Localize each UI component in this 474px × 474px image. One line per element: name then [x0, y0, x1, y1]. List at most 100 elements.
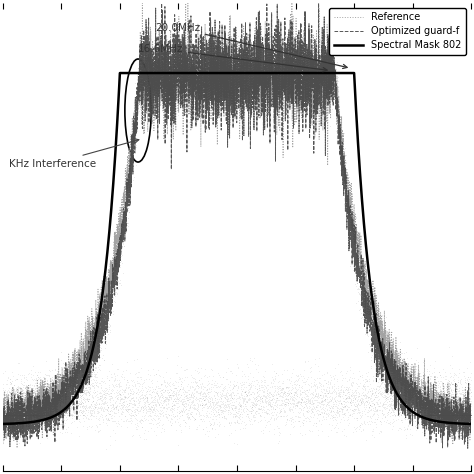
Point — [137, 89, 145, 97]
Point — [118, 373, 125, 380]
Point — [330, 400, 338, 408]
Point — [383, 393, 391, 401]
Point — [241, 421, 248, 428]
Point — [340, 152, 348, 160]
Point — [75, 355, 83, 362]
Point — [224, 390, 232, 397]
Point — [98, 377, 105, 385]
Point — [46, 398, 53, 406]
Point — [106, 321, 114, 329]
Point — [393, 376, 401, 384]
Point — [400, 414, 408, 422]
Point — [160, 396, 167, 403]
Point — [217, 41, 225, 48]
Point — [309, 76, 316, 83]
Point — [359, 287, 366, 294]
Point — [60, 374, 67, 382]
Point — [272, 369, 280, 376]
Point — [284, 67, 292, 74]
Point — [36, 411, 44, 419]
Point — [194, 89, 202, 96]
Point — [171, 82, 179, 90]
Point — [246, 91, 253, 99]
Point — [184, 415, 192, 422]
Point — [456, 411, 464, 419]
Point — [444, 411, 452, 419]
Point — [114, 239, 122, 247]
Point — [442, 399, 449, 406]
Point — [366, 401, 374, 409]
Point — [356, 396, 364, 404]
Point — [412, 391, 419, 399]
Point — [166, 385, 174, 393]
Point — [430, 411, 438, 419]
Point — [145, 72, 152, 80]
Point — [73, 423, 81, 430]
Point — [189, 398, 197, 405]
Point — [170, 58, 177, 65]
Point — [388, 389, 395, 397]
Point — [222, 55, 229, 62]
Point — [282, 83, 290, 91]
Point — [58, 402, 65, 410]
Point — [367, 339, 375, 346]
Point — [261, 403, 268, 410]
Point — [459, 410, 467, 418]
Point — [251, 67, 259, 75]
Point — [54, 386, 62, 393]
Point — [83, 379, 91, 386]
Point — [115, 251, 122, 259]
Point — [163, 45, 170, 52]
Point — [71, 401, 79, 408]
Point — [326, 397, 333, 405]
Point — [279, 60, 286, 68]
Point — [426, 376, 433, 383]
Point — [145, 419, 153, 427]
Point — [37, 411, 45, 419]
Point — [447, 406, 455, 413]
Point — [243, 392, 250, 400]
Point — [115, 380, 122, 388]
Point — [319, 397, 327, 404]
Point — [376, 352, 384, 359]
Point — [250, 411, 257, 419]
Point — [422, 405, 429, 413]
Point — [290, 97, 297, 104]
Point — [96, 313, 103, 320]
Point — [54, 391, 61, 398]
Point — [77, 379, 84, 387]
Point — [183, 60, 191, 67]
Point — [364, 400, 371, 408]
Point — [53, 370, 61, 377]
Point — [173, 49, 181, 56]
Point — [437, 411, 444, 419]
Point — [438, 403, 445, 411]
Point — [86, 349, 93, 356]
Point — [148, 97, 156, 105]
Point — [122, 219, 129, 227]
Point — [65, 404, 73, 412]
Point — [406, 381, 413, 388]
Point — [401, 380, 409, 387]
Point — [216, 390, 224, 398]
Point — [211, 412, 219, 419]
Point — [248, 403, 256, 410]
Point — [238, 373, 246, 380]
Point — [3, 411, 10, 419]
Point — [416, 399, 423, 407]
Point — [83, 423, 91, 430]
Point — [457, 411, 465, 419]
Point — [298, 398, 305, 406]
Point — [455, 411, 463, 419]
Point — [224, 402, 232, 410]
Point — [328, 61, 336, 69]
Point — [183, 55, 191, 63]
Point — [145, 66, 153, 74]
Point — [343, 181, 351, 188]
Point — [330, 60, 338, 68]
Point — [227, 65, 234, 73]
Point — [226, 42, 234, 50]
Point — [383, 409, 391, 417]
Point — [371, 337, 378, 345]
Point — [264, 82, 272, 89]
